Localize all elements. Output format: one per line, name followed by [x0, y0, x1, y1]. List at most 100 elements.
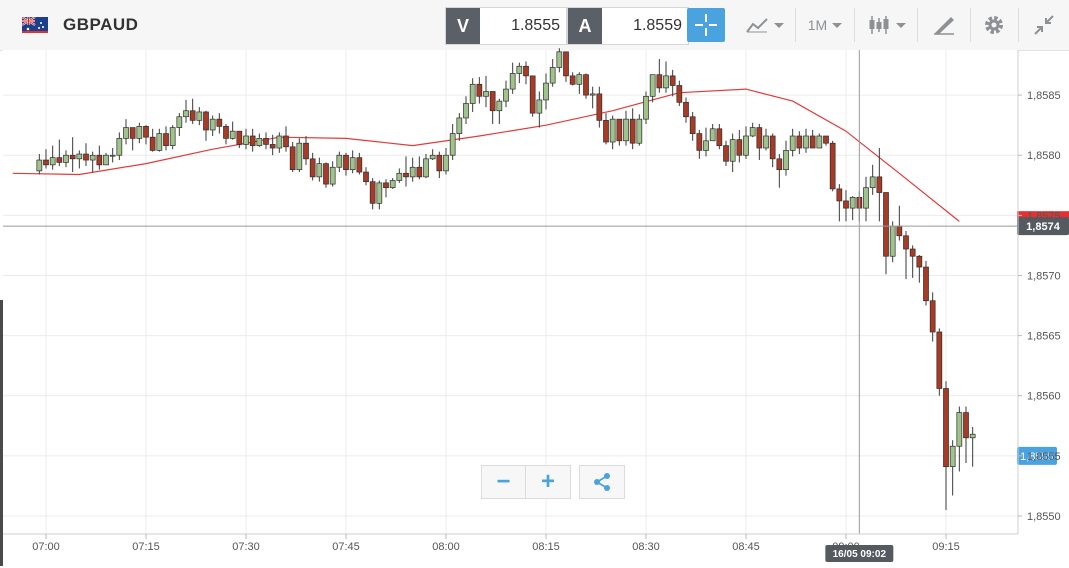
zoom-out-button[interactable]: −	[481, 465, 526, 499]
candle	[849, 196, 856, 221]
candle-body	[76, 153, 83, 160]
symbol-title: GBPAUD	[63, 15, 139, 34]
candle-body	[609, 118, 616, 143]
candle	[463, 96, 469, 124]
chevron-down-icon	[895, 22, 906, 28]
candle	[923, 261, 929, 306]
candle	[63, 150, 69, 168]
candle	[89, 151, 96, 173]
candle-body	[689, 116, 696, 134]
sell-price[interactable]: 1.8555	[511, 17, 560, 34]
candle-body	[549, 67, 556, 84]
candle-body	[36, 159, 43, 172]
candle-body	[263, 138, 269, 145]
candle-body	[709, 128, 716, 142]
buy-price[interactable]: 1.8559	[633, 17, 682, 34]
candle-body	[843, 200, 849, 209]
collapse-button[interactable]	[1024, 8, 1064, 42]
candle	[863, 176, 869, 222]
candle	[543, 73, 549, 110]
candle-body	[429, 154, 436, 160]
candle	[816, 133, 823, 149]
candle	[703, 127, 709, 157]
left-edge-bar	[0, 300, 3, 566]
candle	[289, 142, 296, 173]
candle	[583, 73, 589, 99]
candle-body	[529, 75, 536, 114]
candle-body	[416, 166, 423, 178]
candle-body	[863, 187, 869, 209]
candle-body	[156, 133, 163, 151]
crosshair-button[interactable]	[687, 8, 725, 42]
candle-body	[349, 157, 356, 171]
buy-label[interactable]: A	[568, 8, 602, 44]
candle	[589, 86, 596, 109]
y-tick-label: 1,8570	[1027, 270, 1061, 282]
candle-body	[129, 127, 136, 139]
chevron-down-icon	[832, 22, 843, 28]
candle-body	[229, 130, 236, 139]
settings-button[interactable]	[975, 8, 1013, 42]
candle	[83, 143, 89, 167]
drawing-tools-button[interactable]	[922, 8, 966, 42]
plot-area	[3, 50, 1018, 534]
candle	[803, 128, 809, 153]
candle	[596, 86, 603, 128]
candle	[503, 80, 509, 108]
candle	[116, 132, 123, 161]
timeframe-selector[interactable]: 1M	[800, 8, 850, 42]
candle-body	[489, 91, 496, 112]
candle-body	[629, 118, 636, 144]
candle-body	[583, 74, 589, 96]
sell-price-box[interactable]: V 1.8555	[445, 7, 567, 45]
candle	[169, 125, 176, 150]
buy-price-box[interactable]: A 1.8559	[567, 7, 689, 45]
candle-body	[816, 135, 823, 149]
candle-body	[83, 153, 89, 161]
candle-body	[463, 103, 469, 119]
candle-body	[969, 433, 976, 439]
candle-body	[343, 154, 349, 171]
timeframe-label[interactable]: 1M	[807, 17, 828, 33]
candle-body	[883, 192, 889, 257]
candle	[683, 97, 689, 123]
sell-label[interactable]: V	[446, 8, 480, 44]
candle	[909, 245, 916, 278]
candle-body	[743, 135, 749, 156]
x-tick-label: 09:15	[932, 541, 960, 553]
candle	[409, 157, 416, 182]
candle-body	[89, 154, 96, 161]
candle	[669, 69, 676, 97]
share-button[interactable]	[579, 465, 625, 499]
candle-body	[456, 117, 463, 134]
candle	[576, 72, 583, 94]
candle	[729, 133, 736, 173]
candle-body	[136, 126, 143, 139]
candle-type-button[interactable]	[860, 8, 912, 42]
candle-body	[789, 135, 796, 151]
candle	[256, 133, 263, 147]
candle	[343, 152, 349, 176]
candle-body	[543, 82, 549, 101]
candle	[489, 91, 496, 124]
candle	[283, 126, 289, 152]
x-tick-label: 08:30	[632, 541, 660, 553]
candle	[876, 148, 883, 222]
candle	[43, 149, 49, 169]
chart-type-button[interactable]	[738, 8, 790, 42]
zoom-in-button[interactable]: +	[525, 465, 571, 499]
last-price-label-bg	[1017, 446, 1057, 465]
share-icon	[594, 473, 610, 491]
candle	[109, 148, 116, 163]
candle	[36, 154, 43, 175]
candle-body	[329, 166, 336, 185]
candle	[869, 164, 876, 195]
candle	[509, 62, 516, 94]
candle-body	[923, 266, 929, 302]
candle	[523, 61, 529, 85]
x-tick-label: 08:00	[432, 541, 460, 553]
candle	[189, 98, 196, 124]
candle-body	[296, 142, 303, 171]
candle	[363, 167, 369, 186]
